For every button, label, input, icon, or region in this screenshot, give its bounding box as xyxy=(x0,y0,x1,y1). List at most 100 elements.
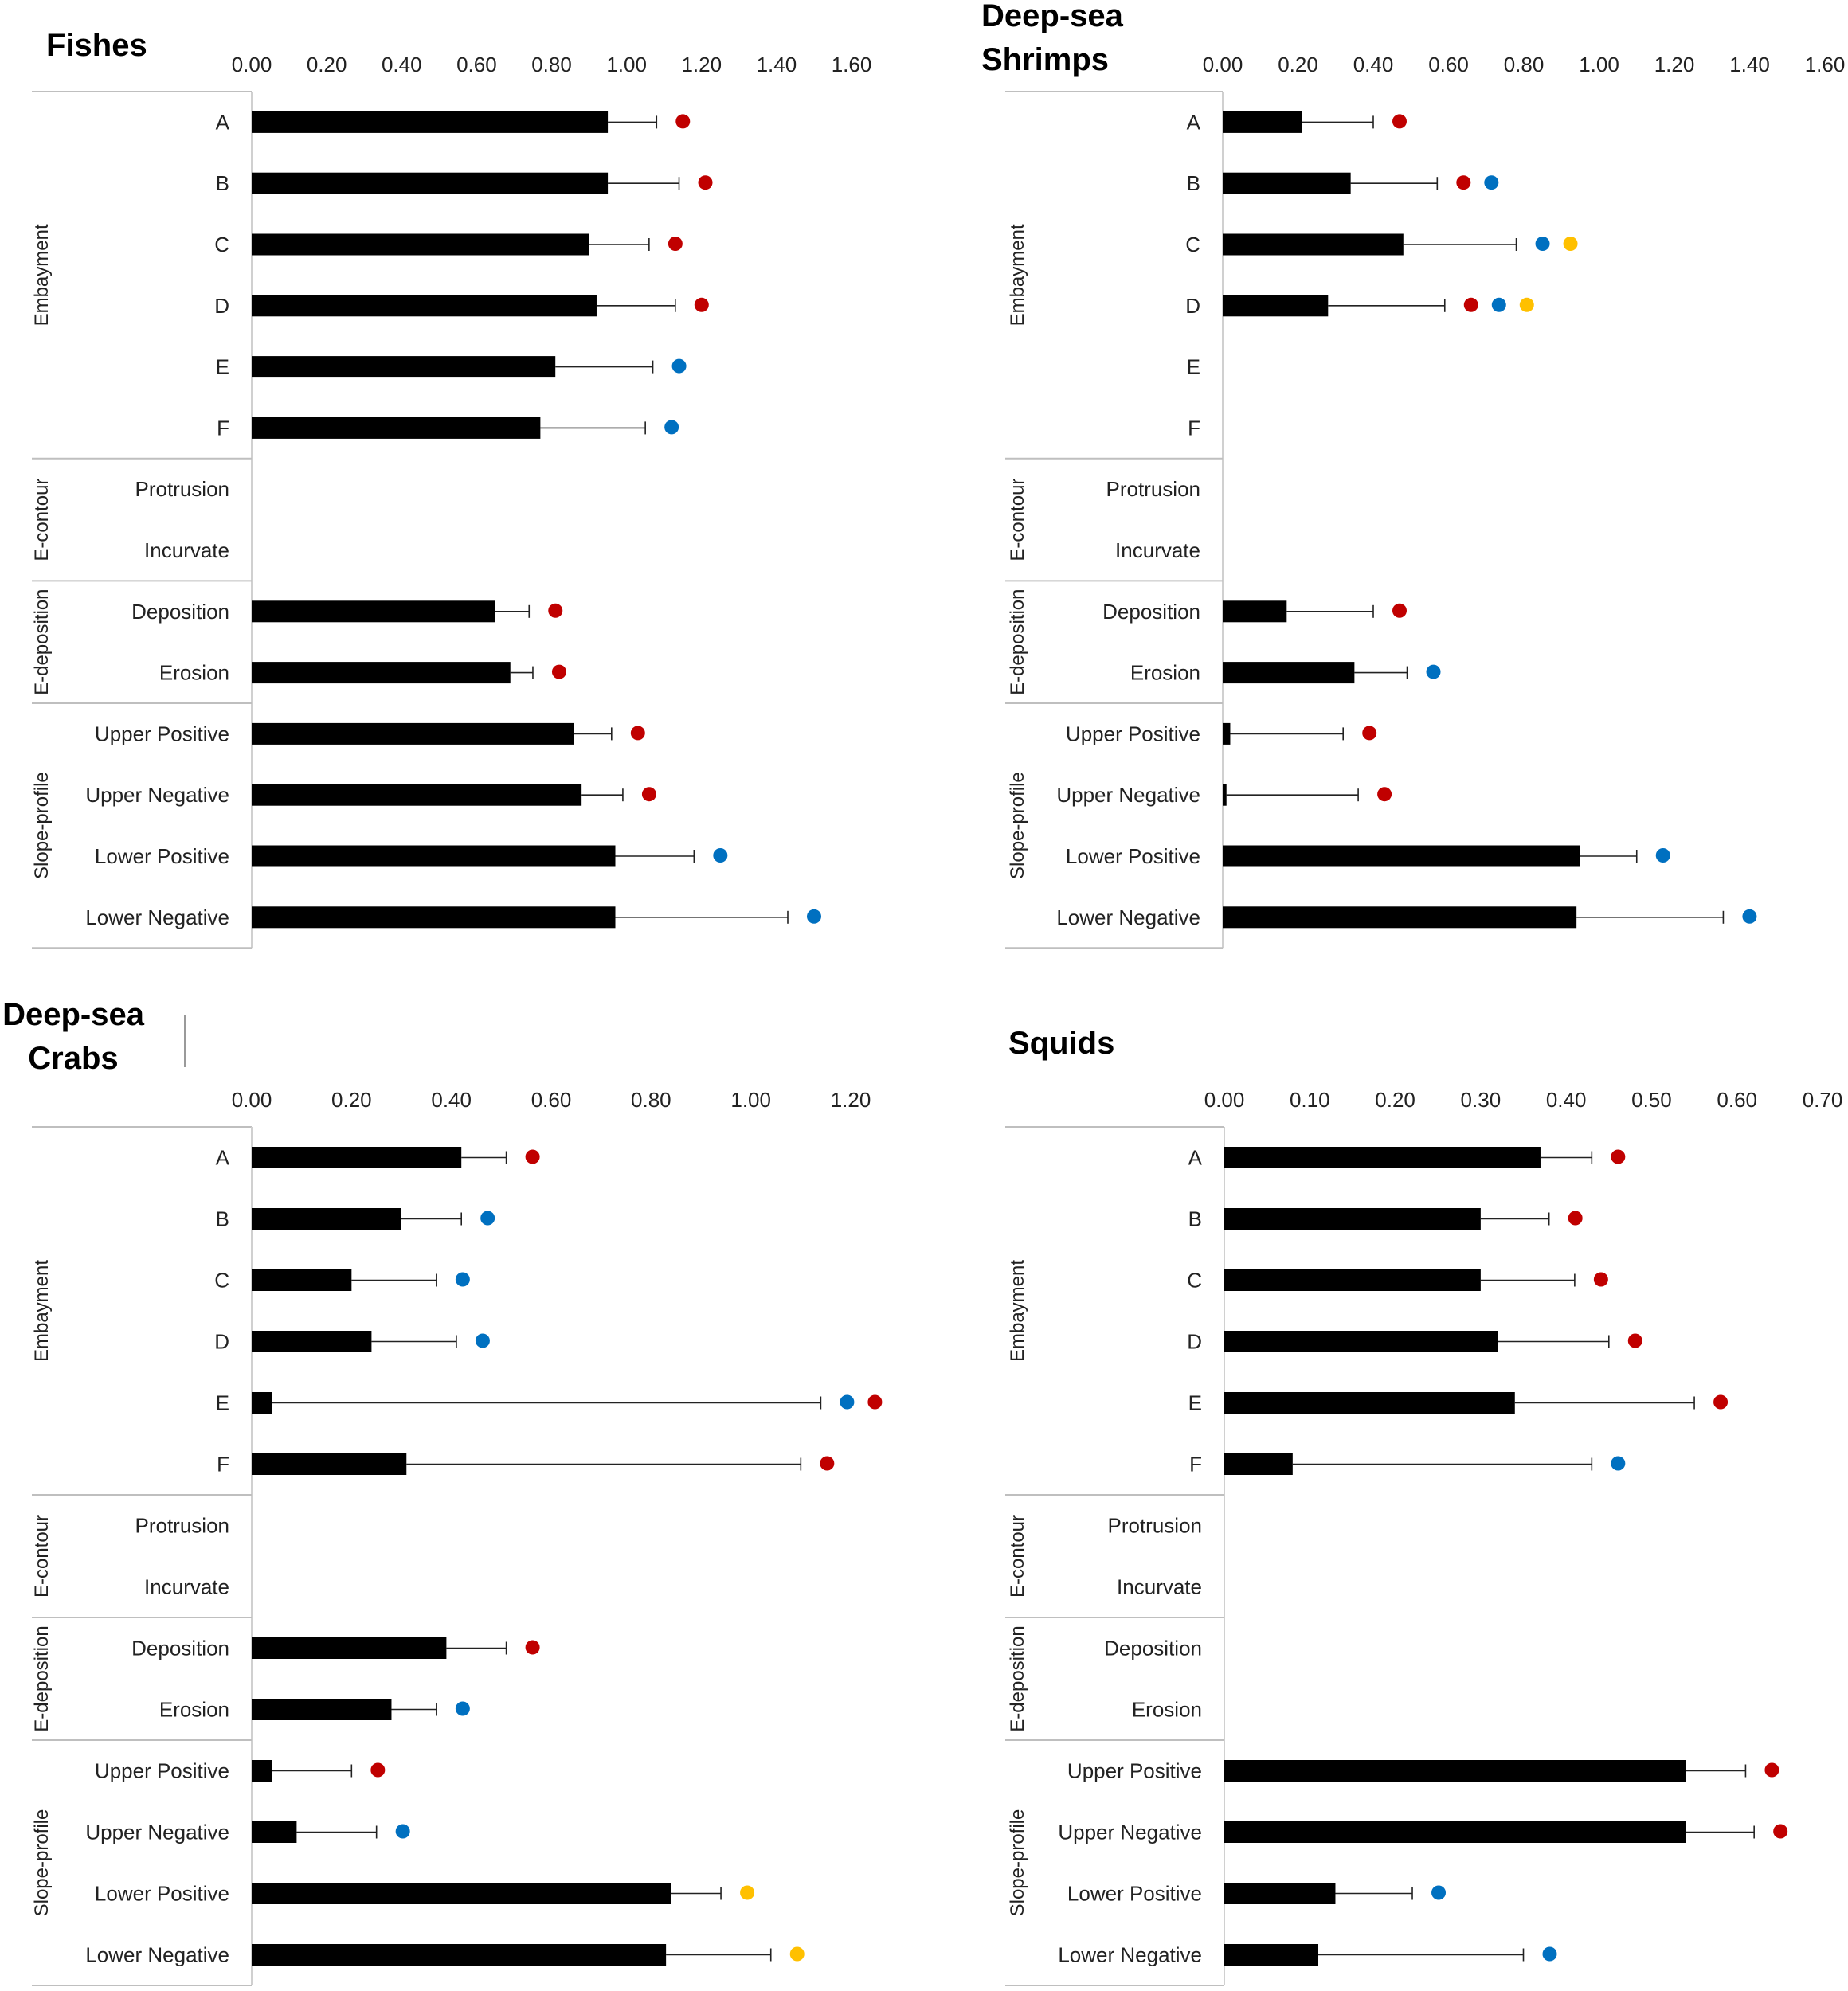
group-label: E-deposition xyxy=(31,1625,53,1731)
x-tick-label: 1.00 xyxy=(1579,53,1619,76)
bar xyxy=(252,1760,272,1782)
category-label: Lower Positive xyxy=(1067,1882,1202,1906)
significance-marker-red xyxy=(1568,1211,1583,1226)
bar xyxy=(252,1147,462,1168)
significance-marker-red xyxy=(370,1762,386,1778)
bar xyxy=(252,1821,297,1843)
category-label: C xyxy=(214,233,229,256)
category-label: Erosion xyxy=(159,1698,229,1722)
category-label: F xyxy=(1188,416,1200,440)
significance-marker-red xyxy=(1713,1394,1729,1410)
bar xyxy=(1223,784,1227,806)
bar xyxy=(252,1883,671,1904)
x-tick-label: 0.40 xyxy=(382,53,422,76)
group-label: Embayment xyxy=(1007,1260,1028,1362)
bar xyxy=(252,1453,407,1475)
x-tick-label: 0.80 xyxy=(1504,53,1545,76)
significance-marker-blue xyxy=(455,1272,470,1287)
significance-marker-blue xyxy=(1491,297,1506,312)
significance-marker-red xyxy=(548,603,563,618)
significance-marker-blue xyxy=(671,358,687,374)
category-label: A xyxy=(1187,110,1201,134)
category-label: B xyxy=(1187,171,1200,195)
significance-marker-blue xyxy=(1742,909,1757,924)
category-label: A xyxy=(216,1146,230,1170)
significance-marker-blue xyxy=(1655,848,1670,863)
significance-marker-red xyxy=(1773,1824,1788,1839)
bar xyxy=(1224,1453,1293,1475)
bar xyxy=(252,1269,352,1291)
bar xyxy=(1224,1392,1515,1414)
x-tick-label: 0.60 xyxy=(531,1088,572,1112)
bar xyxy=(1223,295,1329,317)
chart-title-line: Shrimps xyxy=(981,42,1109,77)
bar xyxy=(252,1637,447,1659)
category-label: D xyxy=(1187,1330,1202,1354)
group-label: E-contour xyxy=(1007,1515,1028,1598)
significance-marker-red xyxy=(1593,1272,1608,1287)
x-tick-label: 0.60 xyxy=(456,53,497,76)
category-label: Deposition xyxy=(1104,1637,1202,1660)
significance-marker-yellow xyxy=(740,1885,755,1900)
chart-title: Deep-sea Crabs xyxy=(2,997,145,1076)
x-tick-label: 1.40 xyxy=(1729,53,1770,76)
category-label: D xyxy=(214,1330,229,1354)
category-label: Incurvate xyxy=(144,1575,229,1599)
significance-marker-blue xyxy=(806,909,821,924)
x-tick-label: 0.00 xyxy=(232,53,272,76)
category-label: E xyxy=(1188,1391,1202,1415)
bar xyxy=(252,906,616,929)
significance-marker-blue xyxy=(1484,175,1499,190)
category-label: Upper Negative xyxy=(1058,1821,1202,1844)
bar xyxy=(1223,722,1231,745)
category-label: C xyxy=(1185,233,1200,256)
chart-panel-1: Fishes 0.00 0.20 0.40 0.60 0.80 1.00 1.20 1.40 1.… xyxy=(31,28,872,949)
significance-marker-blue xyxy=(664,420,679,435)
x-tick-label: 1.40 xyxy=(757,53,797,76)
category-label: F xyxy=(217,416,229,440)
bar xyxy=(1224,1269,1481,1291)
group-label: Embayment xyxy=(1007,224,1028,326)
significance-marker-red xyxy=(668,237,683,251)
chart-title-line: Squids xyxy=(1008,1026,1114,1061)
category-label: D xyxy=(214,294,229,318)
category-label: Erosion xyxy=(159,661,229,685)
bar xyxy=(252,1208,401,1230)
x-tick-label: 1.60 xyxy=(832,53,872,76)
bar xyxy=(252,111,609,133)
chart-title-line: Fishes xyxy=(46,28,147,63)
x-tick-label: 0.60 xyxy=(1717,1088,1757,1112)
group-label: Slope-profile xyxy=(1007,1809,1028,1917)
group-label: Embayment xyxy=(31,224,53,326)
group-label: Embayment xyxy=(31,1260,53,1362)
significance-marker-red xyxy=(1627,1333,1642,1348)
significance-marker-red xyxy=(694,297,709,312)
chart-title-line: Deep-sea xyxy=(2,997,145,1032)
bar xyxy=(252,722,574,745)
bar xyxy=(1223,600,1287,623)
significance-marker-red xyxy=(1377,787,1392,802)
significance-marker-red xyxy=(641,787,656,802)
bar xyxy=(1224,1760,1686,1782)
significance-marker-blue xyxy=(395,1824,410,1839)
bar xyxy=(1224,1883,1336,1904)
x-tick-label: 0.20 xyxy=(307,53,347,76)
category-label: A xyxy=(1188,1146,1203,1170)
chart-title: Deep-sea Shrimps xyxy=(981,0,1124,77)
bar xyxy=(252,1392,272,1414)
chart-panel-3: Deep-sea Crabs 0.00 0.20 0.40 0.60 0.80 1.00 1.2… xyxy=(2,997,883,1986)
significance-marker-yellow xyxy=(1519,297,1534,312)
category-label: Upper Negative xyxy=(1056,783,1200,807)
category-label: E xyxy=(1187,355,1200,379)
category-label: E xyxy=(216,355,229,379)
significance-marker-red xyxy=(1764,1762,1779,1778)
category-label: Protrusion xyxy=(1106,477,1201,501)
significance-marker-blue xyxy=(1535,237,1550,251)
bar xyxy=(1224,1821,1686,1843)
bar xyxy=(252,172,609,194)
x-tick-label: 0.20 xyxy=(1278,53,1318,76)
significance-marker-blue xyxy=(1542,1946,1557,1962)
significance-marker-blue xyxy=(713,848,728,863)
bar xyxy=(252,784,582,806)
category-label: Lower Negative xyxy=(85,906,229,929)
